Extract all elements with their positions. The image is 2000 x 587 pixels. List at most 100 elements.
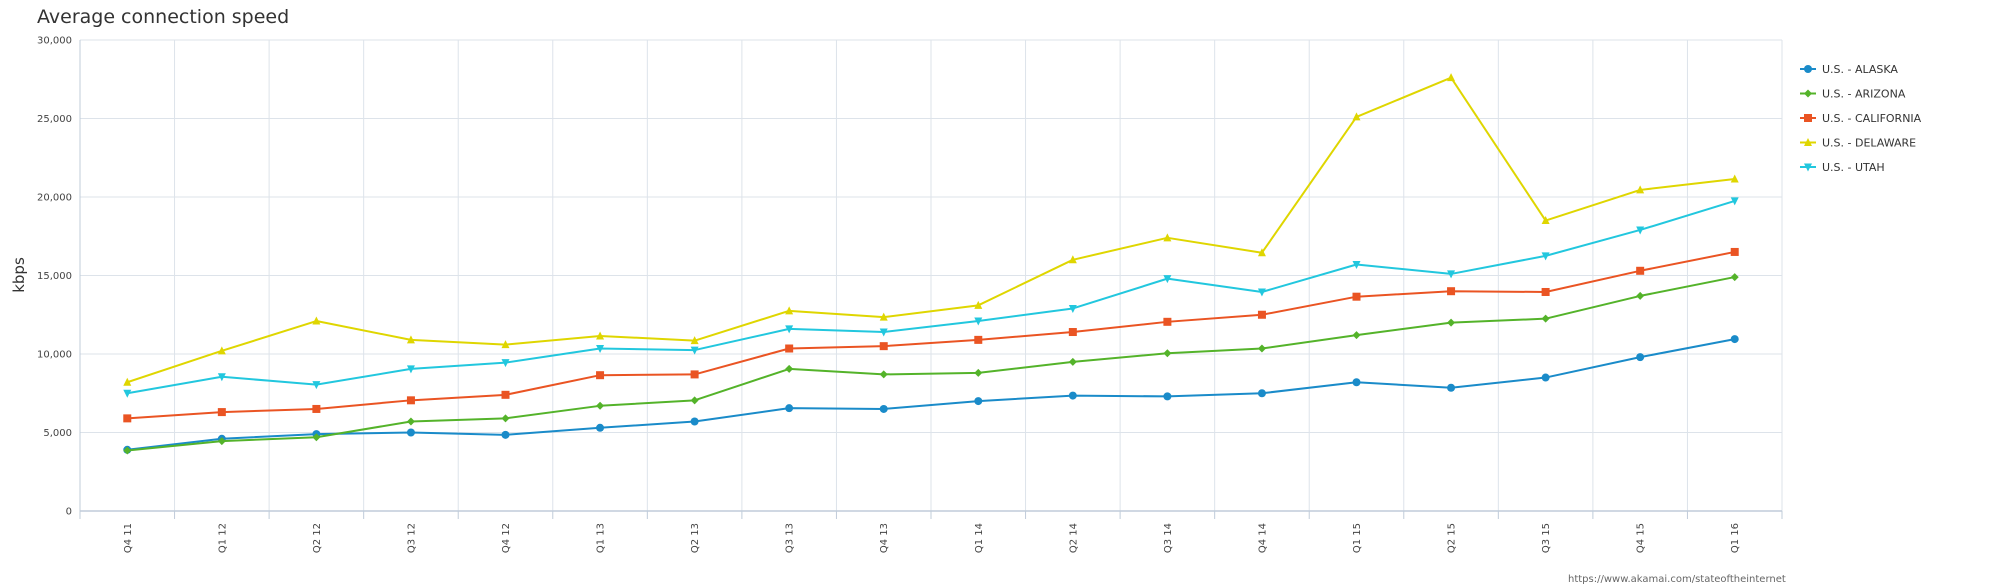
data-point[interactable] <box>596 423 605 432</box>
data-point[interactable] <box>406 428 415 437</box>
data-point[interactable] <box>690 370 699 379</box>
data-point[interactable] <box>596 345 605 354</box>
data-point[interactable] <box>1068 357 1077 366</box>
data-point[interactable] <box>1163 349 1172 358</box>
legend[interactable]: U.S. - ALASKA U.S. - ARIZONA U.S. - CALIFO… <box>1800 63 1922 174</box>
data-point[interactable] <box>123 446 132 455</box>
data-point[interactable] <box>1163 275 1172 284</box>
legend-item[interactable]: U.S. - ARIZONA <box>1800 88 1906 101</box>
data-point[interactable] <box>1068 304 1077 313</box>
data-point[interactable] <box>1447 73 1456 82</box>
data-point[interactable] <box>1541 287 1550 296</box>
data-point[interactable] <box>785 306 794 315</box>
data-point[interactable] <box>1257 310 1266 319</box>
data-point[interactable] <box>785 404 794 413</box>
legend-item[interactable]: U.S. - UTAH <box>1800 161 1885 174</box>
data-point[interactable] <box>974 368 983 377</box>
data-point[interactable] <box>312 381 321 390</box>
legend-item[interactable]: U.S. - ALASKA <box>1800 63 1898 76</box>
data-point[interactable] <box>1541 216 1550 225</box>
data-point[interactable] <box>501 359 510 368</box>
data-point[interactable] <box>217 408 226 417</box>
data-point[interactable] <box>123 389 132 398</box>
legend-item[interactable]: U.S. - CALIFORNIA <box>1800 112 1922 125</box>
data-point[interactable] <box>1730 247 1739 256</box>
data-point[interactable] <box>974 300 983 309</box>
data-point[interactable] <box>1447 270 1456 279</box>
data-point[interactable] <box>879 370 888 379</box>
data-point[interactable] <box>785 344 794 353</box>
data-point[interactable] <box>1636 266 1645 275</box>
data-point[interactable] <box>501 414 510 423</box>
data-point[interactable] <box>1163 233 1172 242</box>
data-point[interactable] <box>596 401 605 410</box>
data-point[interactable] <box>406 396 415 405</box>
data-point[interactable] <box>974 397 983 406</box>
data-point[interactable] <box>1068 255 1077 264</box>
data-point[interactable] <box>1352 331 1361 340</box>
data-point[interactable] <box>1163 392 1172 401</box>
data-point[interactable] <box>1730 335 1739 344</box>
data-point[interactable] <box>217 373 226 382</box>
data-point[interactable] <box>690 417 699 426</box>
legend-marker[interactable] <box>1804 114 1812 122</box>
data-point[interactable] <box>1636 185 1645 194</box>
data-point[interactable] <box>312 433 321 442</box>
data-point[interactable] <box>596 331 605 340</box>
legend-marker[interactable] <box>1804 65 1812 73</box>
data-point[interactable] <box>1447 383 1456 392</box>
data-point[interactable] <box>974 317 983 326</box>
data-point[interactable] <box>1352 112 1361 121</box>
data-point[interactable] <box>1257 248 1266 257</box>
data-point[interactable] <box>123 377 132 386</box>
data-point[interactable] <box>1730 197 1739 206</box>
data-point[interactable] <box>1541 314 1550 323</box>
data-point[interactable] <box>785 325 794 334</box>
data-point[interactable] <box>1257 389 1266 398</box>
data-point[interactable] <box>1447 318 1456 327</box>
data-point[interactable] <box>501 390 510 399</box>
data-point[interactable] <box>312 404 321 413</box>
data-point[interactable] <box>1257 288 1266 297</box>
data-point[interactable] <box>501 430 510 439</box>
data-point[interactable] <box>217 346 226 355</box>
legend-marker[interactable] <box>1804 89 1812 98</box>
data-point[interactable] <box>879 342 888 351</box>
data-point[interactable] <box>974 335 983 344</box>
y-tick-label: 0 <box>66 507 72 518</box>
data-point[interactable] <box>690 336 699 345</box>
data-point[interactable] <box>1541 373 1550 382</box>
data-point[interactable] <box>1447 287 1456 296</box>
data-point[interactable] <box>879 328 888 337</box>
data-point[interactable] <box>1636 226 1645 235</box>
data-point[interactable] <box>1068 391 1077 400</box>
legend-item[interactable]: U.S. - DELAWARE <box>1800 137 1916 150</box>
data-point[interactable] <box>406 335 415 344</box>
data-point[interactable] <box>1257 344 1266 353</box>
data-point[interactable] <box>879 312 888 321</box>
data-point[interactable] <box>123 414 132 423</box>
data-point[interactable] <box>1163 317 1172 326</box>
data-point[interactable] <box>1730 174 1739 183</box>
data-point[interactable] <box>879 404 888 413</box>
data-point[interactable] <box>1730 273 1739 282</box>
data-point[interactable] <box>1352 292 1361 301</box>
data-point[interactable] <box>596 371 605 380</box>
data-point[interactable] <box>406 417 415 426</box>
legend-label: U.S. - CALIFORNIA <box>1822 112 1922 125</box>
data-point[interactable] <box>217 437 226 446</box>
data-point[interactable] <box>1352 261 1361 270</box>
data-point[interactable] <box>501 340 510 349</box>
legend-marker[interactable] <box>1804 163 1812 172</box>
data-point[interactable] <box>785 364 794 373</box>
data-point[interactable] <box>406 365 415 374</box>
data-point[interactable] <box>690 346 699 355</box>
data-point[interactable] <box>1352 378 1361 387</box>
data-point[interactable] <box>312 316 321 325</box>
legend-marker[interactable] <box>1804 138 1812 146</box>
data-point[interactable] <box>1636 291 1645 300</box>
data-point[interactable] <box>690 396 699 405</box>
data-point[interactable] <box>1068 328 1077 337</box>
data-point[interactable] <box>1636 353 1645 362</box>
data-point[interactable] <box>1541 252 1550 261</box>
